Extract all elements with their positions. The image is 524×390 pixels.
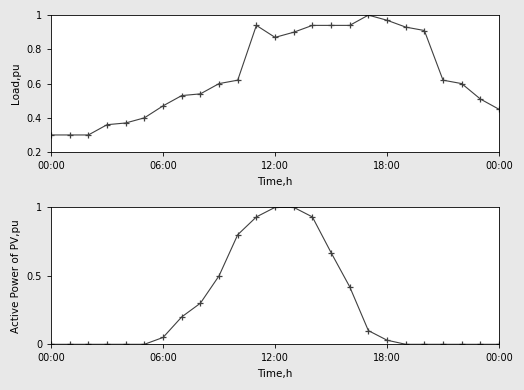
X-axis label: Time,h: Time,h	[257, 369, 293, 379]
X-axis label: Time,h: Time,h	[257, 177, 293, 187]
Y-axis label: Active Power of PV,pu: Active Power of PV,pu	[11, 219, 21, 333]
Y-axis label: Load,pu: Load,pu	[11, 63, 21, 105]
